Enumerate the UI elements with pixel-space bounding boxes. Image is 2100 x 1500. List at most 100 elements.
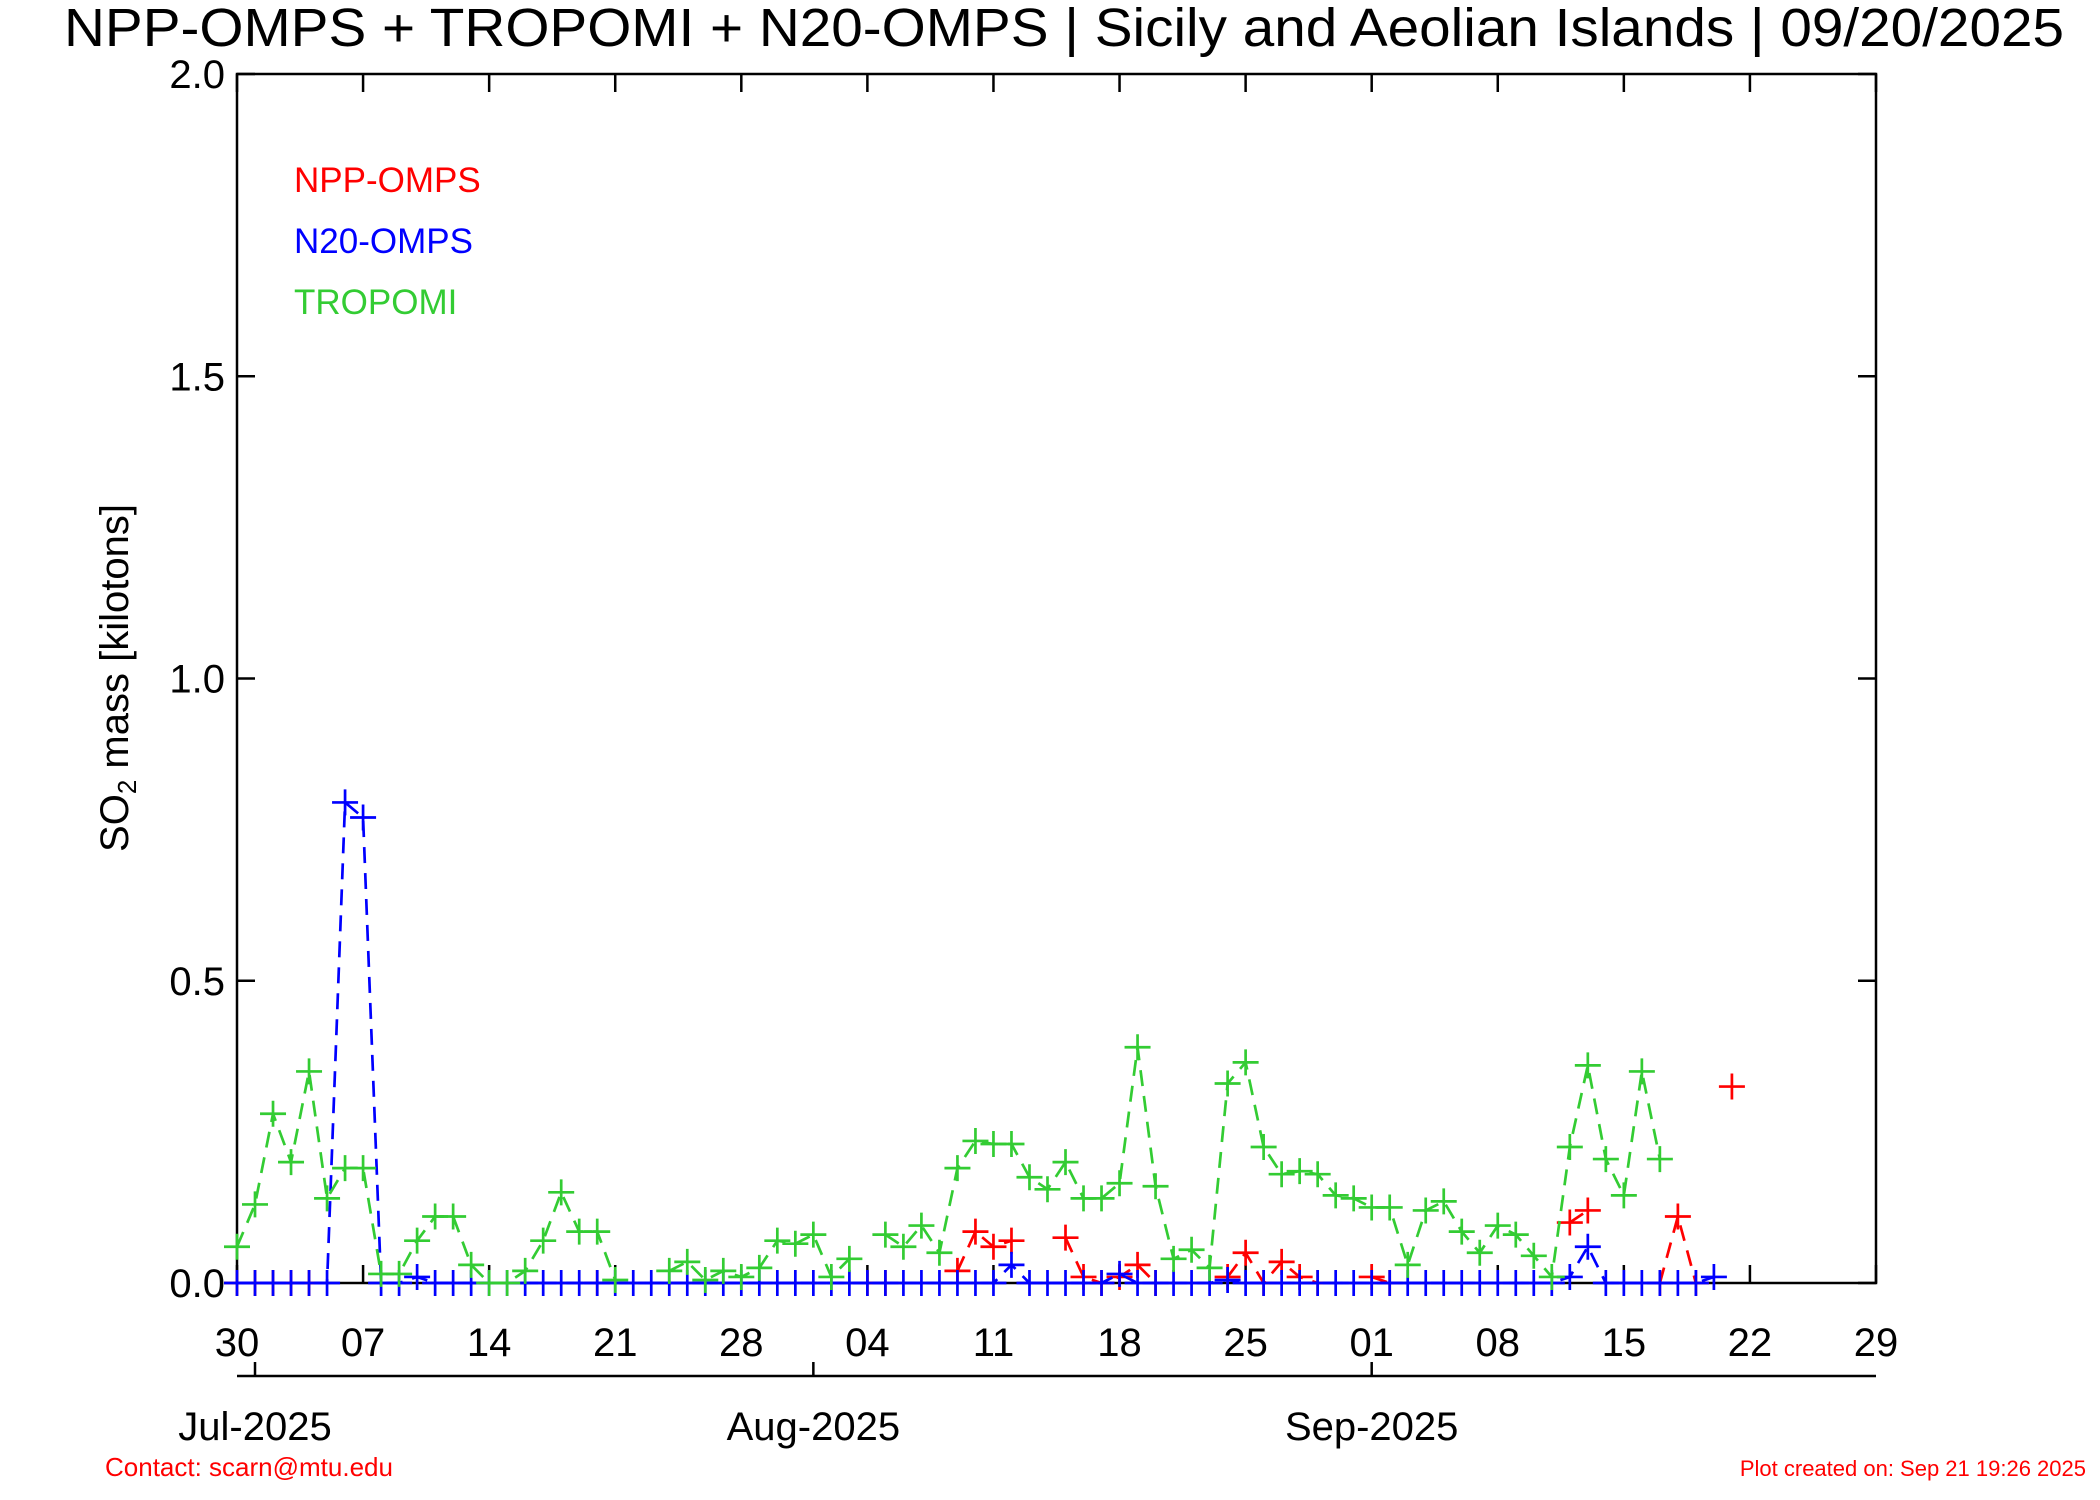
- data-marker: [1016, 1164, 1043, 1191]
- data-marker: [1610, 1182, 1637, 1209]
- data-marker: [1628, 1058, 1655, 1085]
- data-marker: [1484, 1212, 1511, 1239]
- data-marker: [458, 1251, 485, 1278]
- data-marker: [1052, 1224, 1079, 1251]
- data-marker: [656, 1257, 683, 1284]
- month-label: Aug-2025: [727, 1405, 900, 1449]
- data-marker: [548, 1179, 575, 1206]
- data-marker: [1340, 1185, 1367, 1212]
- data-marker: [1466, 1239, 1493, 1266]
- data-marker: [1250, 1133, 1277, 1160]
- data-marker: [908, 1212, 935, 1239]
- x-tick-label: 14: [467, 1321, 512, 1365]
- data-marker: [1034, 1176, 1061, 1203]
- data-marker: [1214, 1266, 1241, 1293]
- data-marker: [1574, 1233, 1601, 1260]
- y-label-part: mass [kilotons]: [93, 504, 137, 780]
- y-tick-label: 0.5: [169, 960, 225, 1004]
- data-marker: [278, 1149, 305, 1176]
- data-marker: [1448, 1218, 1475, 1245]
- data-marker: [980, 1233, 1007, 1260]
- data-marker: [674, 1248, 701, 1275]
- x-tick-label: 15: [1602, 1321, 1647, 1365]
- y-tick-label: 1.5: [169, 355, 225, 399]
- data-marker: [692, 1266, 719, 1293]
- data-marker: [1700, 1263, 1727, 1290]
- x-tick-label: 22: [1728, 1321, 1773, 1365]
- data-marker: [386, 1260, 413, 1287]
- x-tick-label: 01: [1349, 1321, 1394, 1365]
- plot-frame: [235, 72, 1878, 1285]
- data-marker: [1268, 1161, 1295, 1188]
- data-marker: [1088, 1270, 1115, 1296]
- data-marker: [296, 1058, 323, 1085]
- data-marker: [980, 1270, 1007, 1296]
- data-marker: [998, 1227, 1025, 1254]
- data-marker: [332, 789, 359, 816]
- chart-title: NPP-OMPS + TROPOMI + N20-OMPS | Sicily a…: [64, 0, 2064, 58]
- data-marker: [1178, 1236, 1205, 1263]
- data-marker: [1124, 1034, 1151, 1061]
- data-marker: [800, 1221, 827, 1248]
- data-marker: [242, 1191, 269, 1218]
- data-marker: [1142, 1173, 1169, 1200]
- x-tick-label: 28: [719, 1321, 764, 1365]
- data-marker: [926, 1239, 953, 1266]
- legend-label: TROPOMI: [294, 283, 457, 322]
- y-label-subscript: 2: [112, 780, 142, 794]
- x-tick-label: 08: [1476, 1321, 1521, 1365]
- month-label: Sep-2025: [1285, 1405, 1458, 1449]
- data-marker: [1286, 1158, 1313, 1185]
- data-marker: [1574, 1052, 1601, 1079]
- data-marker: [584, 1218, 611, 1245]
- data-marker: [1304, 1161, 1331, 1188]
- x-tick-label: 18: [1097, 1321, 1142, 1365]
- data-marker: [836, 1245, 863, 1272]
- data-marker: [818, 1263, 845, 1290]
- data-marker: [530, 1227, 557, 1254]
- data-marker: [494, 1270, 521, 1296]
- series-line: [1569, 1209, 1589, 1224]
- data-marker: [1718, 1073, 1745, 1100]
- data-marker: [1052, 1149, 1079, 1176]
- data-marker: [404, 1263, 431, 1290]
- data-marker: [998, 1251, 1025, 1278]
- series-line: [235, 1071, 617, 1285]
- series-line: [1064, 1237, 1157, 1285]
- series-line: [884, 1047, 1662, 1281]
- data-marker: [1538, 1263, 1565, 1290]
- series-line: [237, 799, 1715, 1285]
- data-marker: [1502, 1221, 1529, 1248]
- data-marker: [1664, 1203, 1691, 1230]
- data-marker: [1394, 1251, 1421, 1278]
- data-marker: [1412, 1197, 1439, 1224]
- y-tick-label: 0.0: [169, 1262, 225, 1306]
- legend-label: N20-OMPS: [294, 222, 473, 261]
- data-marker: [1646, 1146, 1673, 1173]
- data-marker: [1232, 1239, 1259, 1266]
- data-marker: [314, 1185, 341, 1212]
- data-marker: [1214, 1070, 1241, 1097]
- data-marker: [1232, 1049, 1259, 1076]
- data-marker: [1376, 1194, 1403, 1221]
- month-label: Jul-2025: [178, 1405, 331, 1449]
- x-tick-label: 07: [341, 1321, 386, 1365]
- data-marker: [350, 804, 377, 831]
- x-tick-label: 25: [1223, 1321, 1268, 1365]
- data-marker: [962, 1127, 989, 1154]
- data-marker: [998, 1130, 1025, 1157]
- data-marker: [1196, 1254, 1223, 1281]
- data-marker: [1106, 1260, 1133, 1287]
- data-marker: [1160, 1245, 1187, 1272]
- footer-created: Plot created on: Sep 21 19:26 2025: [1740, 1456, 2086, 1481]
- legend-label: NPP-OMPS: [294, 161, 481, 200]
- data-marker: [440, 1203, 467, 1230]
- data-marker: [314, 1270, 341, 1296]
- x-tick-label: 21: [593, 1321, 638, 1365]
- data-marker: [1574, 1197, 1601, 1224]
- data-marker: [728, 1263, 755, 1290]
- data-marker: [782, 1230, 809, 1257]
- data-marker: [962, 1218, 989, 1245]
